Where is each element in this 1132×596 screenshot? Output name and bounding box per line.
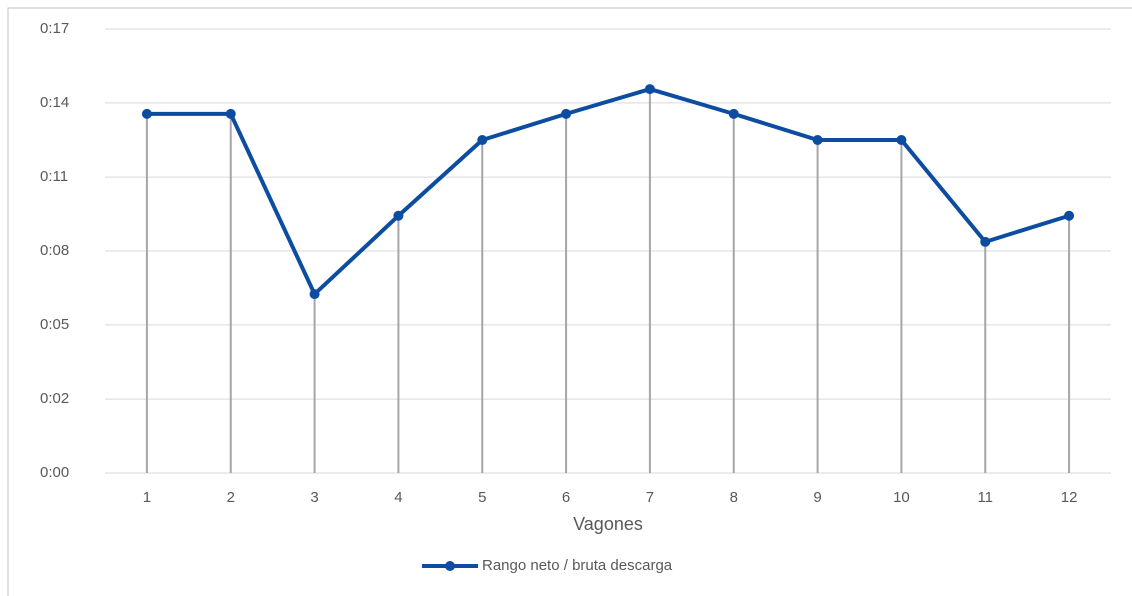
data-point [980,236,991,247]
data-point [393,210,404,221]
y-tick-label: 0:05 [40,316,69,333]
y-tick-label: 0:00 [40,464,69,481]
y-tick-label: 0:17 [40,20,69,37]
x-tick-label: 11 [977,489,993,506]
y-tick-label: 0:08 [40,242,69,259]
y-tick-label: 0:14 [40,94,69,111]
data-point [644,84,655,95]
y-tick-label: 0:02 [40,390,69,407]
data-point [812,135,823,145]
x-tick-label: 3 [310,489,318,506]
data-point [477,135,488,145]
data-point [728,108,739,119]
chart-frame [7,7,1132,596]
x-tick-label: 8 [730,489,738,506]
x-tick-label: 9 [813,489,821,506]
x-tick-label: 2 [227,489,235,506]
data-point [309,289,320,300]
y-tick-label: 0:11 [40,168,68,185]
data-point [1064,210,1075,221]
x-tick-label: 4 [394,489,402,506]
data-point [896,135,907,145]
data-point [561,108,572,119]
x-tick-label: 5 [478,489,486,506]
series-line [146,87,1070,297]
data-point [141,108,152,119]
x-axis-title: Vagones [573,514,643,534]
x-tick-label: 6 [562,489,570,506]
x-tick-label: 1 [143,489,151,506]
data-point [225,108,236,119]
legend-label: Rango neto / bruta descarga [482,557,673,574]
x-tick-label: 7 [646,489,654,506]
x-tick-label: 12 [1061,489,1078,506]
x-tick-label: 10 [893,489,910,506]
legend-marker [445,561,455,571]
